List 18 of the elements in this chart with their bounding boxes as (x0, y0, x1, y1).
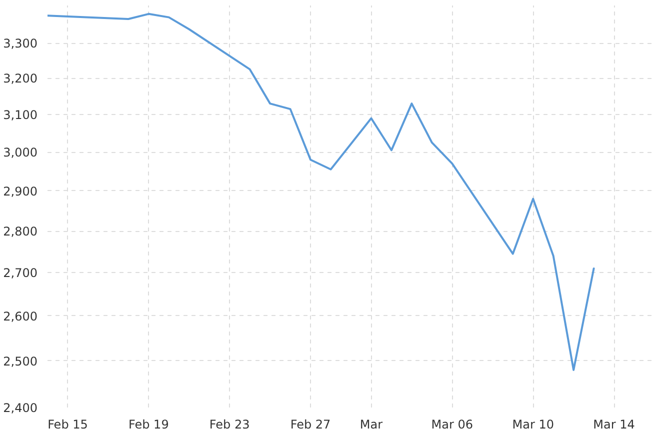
y-tick-label: 3,200 (3, 72, 38, 86)
y-tick-label: 2,400 (3, 401, 38, 415)
y-tick-label: 2,600 (3, 309, 38, 324)
y-tick-label: 3,100 (3, 108, 38, 122)
x-tick-label: Mar 14 (593, 418, 635, 432)
y-tick-label: 2,500 (3, 354, 38, 368)
y-tick-label: 3,300 (3, 36, 38, 51)
x-tick-label: Mar 10 (512, 418, 554, 432)
x-tick-label: Feb 23 (209, 418, 250, 432)
y-tick-label: 2,700 (3, 266, 38, 280)
y-tick-label: 3,000 (3, 146, 38, 160)
x-tick-label: Mar (360, 418, 383, 432)
x-tick-label: Feb 19 (128, 418, 169, 432)
x-tick-label: Feb 27 (290, 418, 331, 432)
x-tick-label: Feb 15 (48, 418, 88, 432)
y-tick-label: 2,800 (3, 224, 38, 239)
x-tick-label: Mar 06 (431, 418, 474, 432)
y-tick-label: 2,900 (3, 184, 38, 198)
